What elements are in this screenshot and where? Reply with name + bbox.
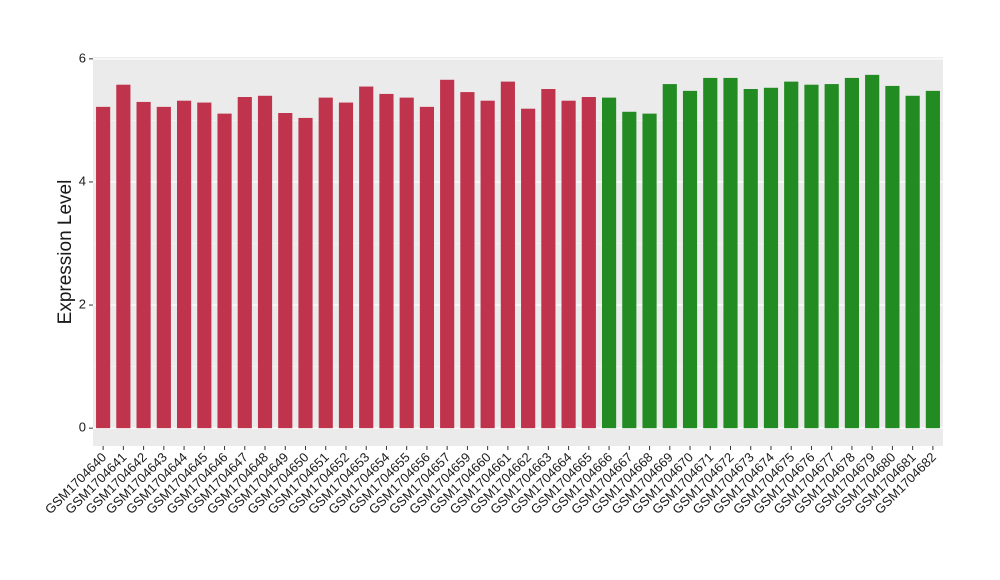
bar <box>338 102 354 429</box>
bar <box>905 95 920 429</box>
bar <box>197 102 212 429</box>
bar <box>399 97 414 429</box>
bar <box>359 86 374 429</box>
bar <box>217 113 232 429</box>
bar <box>763 87 779 429</box>
bar <box>176 100 192 429</box>
bar <box>500 81 515 429</box>
bar <box>318 97 333 429</box>
bar <box>804 84 819 429</box>
bar <box>865 74 880 429</box>
bar <box>784 81 799 429</box>
bar <box>581 97 596 429</box>
bar <box>460 92 475 429</box>
bar <box>622 111 637 429</box>
bar <box>96 106 111 429</box>
bar <box>844 77 860 429</box>
bar <box>237 97 252 429</box>
bar <box>703 77 718 429</box>
bar <box>257 95 273 429</box>
bar <box>561 100 576 429</box>
bar <box>480 100 495 429</box>
plot-panel <box>93 57 943 446</box>
y-tick-label: 2 <box>79 296 86 311</box>
bar <box>662 84 677 429</box>
bar <box>298 117 313 429</box>
y-tick-label: 6 <box>79 50 86 65</box>
bar <box>642 113 657 429</box>
bar <box>136 101 151 429</box>
bar <box>156 106 171 429</box>
bar <box>743 89 758 429</box>
y-axis-label: Expression Level <box>55 180 76 325</box>
y-tick-label: 4 <box>79 173 86 188</box>
bar <box>682 90 698 429</box>
bar <box>278 113 293 429</box>
y-tick-label: 0 <box>79 420 86 435</box>
bar <box>116 84 131 429</box>
bar <box>541 89 556 429</box>
bar <box>824 84 839 429</box>
bar <box>885 85 900 429</box>
bar <box>419 106 435 429</box>
bar <box>925 90 940 429</box>
bar <box>723 77 738 429</box>
bar <box>601 97 617 429</box>
bar <box>440 79 455 429</box>
bar <box>379 93 394 429</box>
bar <box>521 108 536 429</box>
